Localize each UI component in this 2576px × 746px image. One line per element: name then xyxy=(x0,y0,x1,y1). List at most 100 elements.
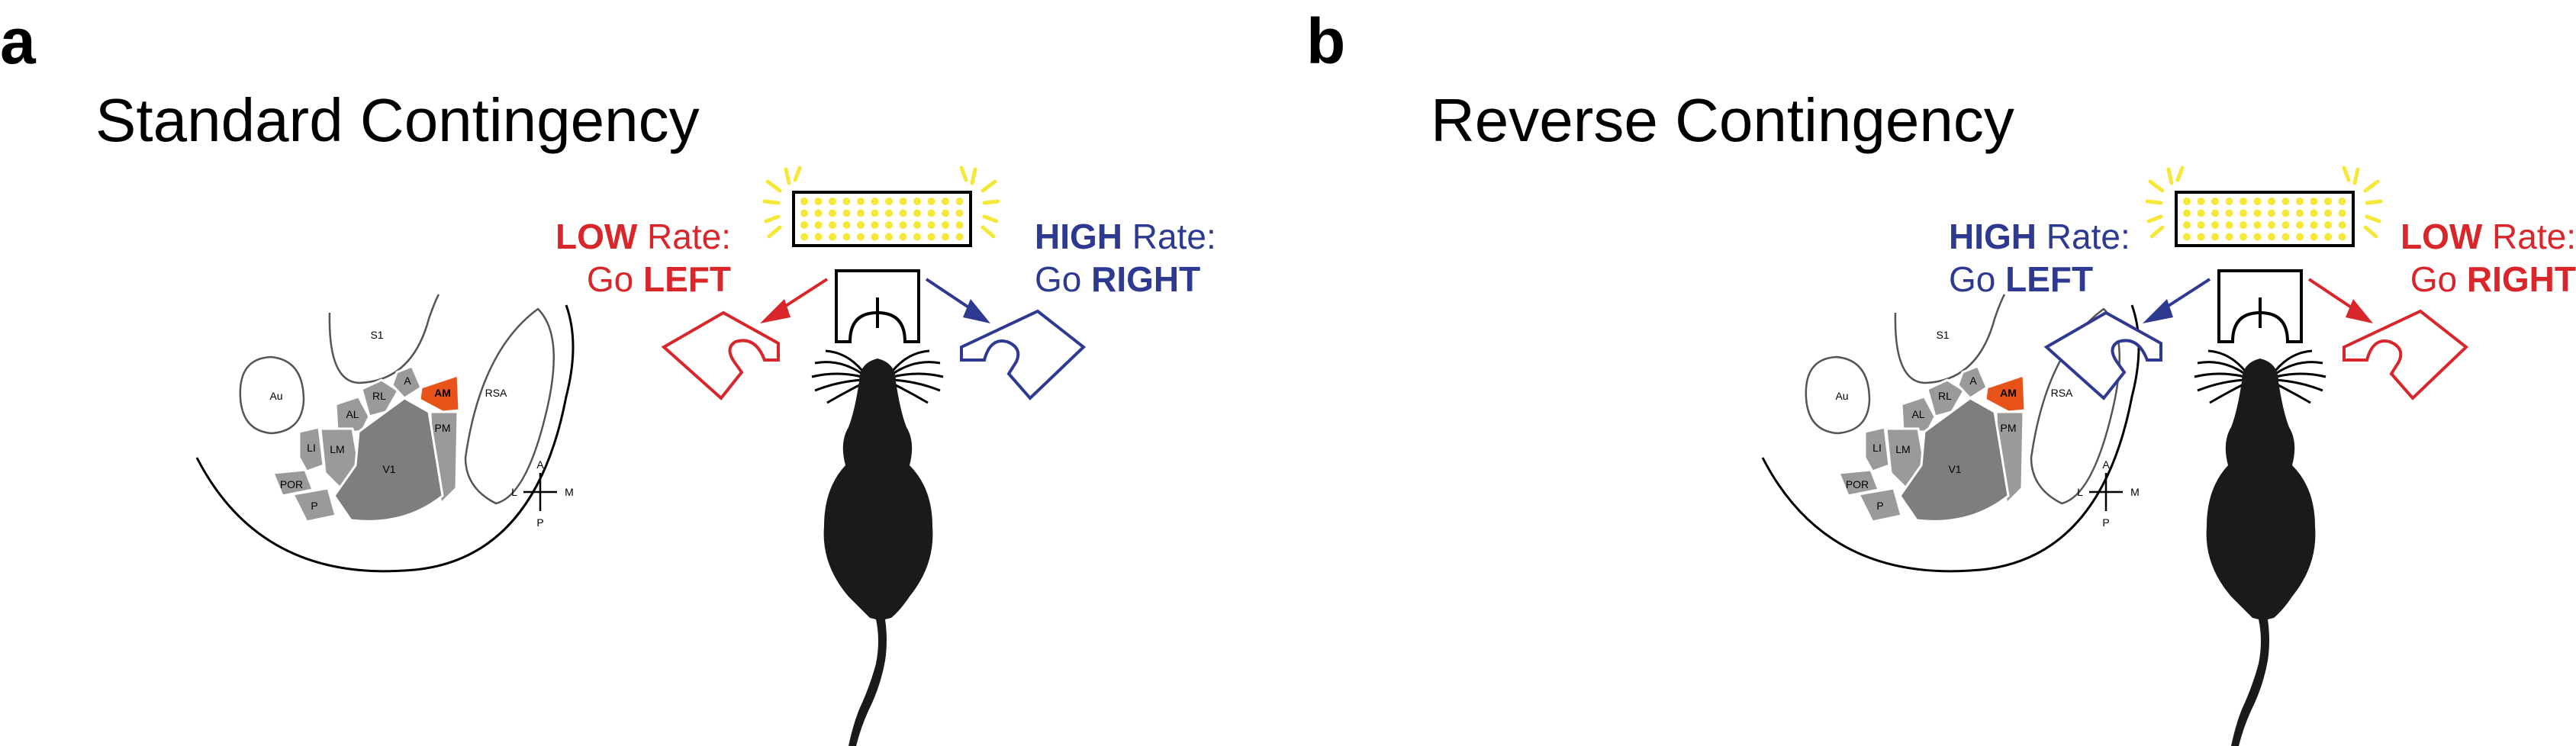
led-dot xyxy=(2324,233,2332,241)
led-dot xyxy=(2183,233,2191,241)
right-rate-text: Rate: xyxy=(1122,217,1216,256)
area-au xyxy=(1805,355,1871,435)
led-dot xyxy=(2183,198,2191,205)
left-arrow xyxy=(2161,278,2211,311)
right-port-label: HIGH Rate: Go RIGHT xyxy=(1035,215,1216,301)
left-port-label: LOW Rate: Go LEFT xyxy=(534,215,731,301)
led-dot xyxy=(814,209,823,217)
led-dot xyxy=(2225,221,2233,229)
led-dot xyxy=(829,198,836,205)
led-dot xyxy=(2253,198,2262,205)
led-dot xyxy=(2183,221,2191,229)
led-dots xyxy=(800,198,964,241)
compass-medial: M xyxy=(2130,486,2140,498)
mouse-silhouette xyxy=(2194,349,2326,746)
led-dot xyxy=(2296,221,2304,229)
label-au: Au xyxy=(1835,390,1848,402)
led-dot xyxy=(2310,221,2318,229)
left-arrow xyxy=(778,278,829,311)
led-dot xyxy=(857,233,865,241)
led-dot xyxy=(2281,209,2290,217)
led-dot xyxy=(2240,209,2247,217)
led-dot xyxy=(871,198,879,205)
led-dot xyxy=(885,209,893,217)
label-s1: S1 xyxy=(1936,329,1949,341)
label-am: AM xyxy=(2000,387,2017,399)
led-dot xyxy=(2324,209,2332,217)
area-li xyxy=(298,426,325,473)
led-dot xyxy=(2268,221,2275,229)
panel-standard: a Standard Contingency S1 Au AL RL A xyxy=(0,5,1216,746)
led-dot xyxy=(913,233,921,241)
panel-letter: a xyxy=(0,5,36,77)
led-dot xyxy=(2211,209,2219,217)
led-dot xyxy=(2240,221,2247,229)
led-dot xyxy=(2225,209,2233,217)
led-dot xyxy=(955,209,964,217)
right-port xyxy=(925,278,1087,400)
led-dot xyxy=(899,233,907,241)
left-rate-text: Rate: xyxy=(637,217,731,256)
led-dots xyxy=(2183,198,2346,241)
led-dot xyxy=(857,209,865,217)
led-dot xyxy=(885,233,893,241)
led-dot xyxy=(2338,209,2346,217)
led-dot xyxy=(2225,198,2233,205)
left-rate-text: Rate: xyxy=(2037,217,2130,256)
led-dot xyxy=(942,198,949,205)
label-rl: RL xyxy=(372,390,386,402)
led-dot xyxy=(955,198,964,205)
led-dot xyxy=(2338,233,2346,241)
led-dot xyxy=(2197,233,2205,241)
panel-reverse: b Reverse Contingency S1 Au xyxy=(1306,0,2576,746)
led-dot xyxy=(2197,209,2205,217)
compass: A P L M xyxy=(511,458,574,529)
area-a xyxy=(1956,365,1988,400)
led-dot xyxy=(927,233,935,241)
led-dot xyxy=(857,198,865,205)
led-dot xyxy=(871,233,879,241)
right-arrow xyxy=(2307,278,2356,311)
label-a: A xyxy=(404,375,411,387)
diagram-art: S1 Au AL RL A AM PM RSA LI LM V1 POR P A… xyxy=(195,166,1087,746)
led-dot xyxy=(842,209,851,217)
right-port-label: LOW Rate: Go RIGHT xyxy=(2382,215,2576,301)
left-rate-line: HIGH Rate: xyxy=(1949,217,2130,256)
label-por: POR xyxy=(280,478,303,490)
led-dot xyxy=(871,209,879,217)
area-a xyxy=(391,365,423,400)
led-dot xyxy=(829,221,836,229)
area-p xyxy=(291,487,337,523)
right-arrow xyxy=(925,278,974,311)
lick-spout xyxy=(835,269,920,343)
led-dot xyxy=(800,221,808,229)
led-panel xyxy=(762,166,1000,247)
area-p xyxy=(1857,487,1903,523)
led-glow-rays xyxy=(762,166,1000,239)
led-dot xyxy=(2338,198,2346,205)
led-dot xyxy=(2281,198,2290,205)
label-rsa: RSA xyxy=(2051,387,2073,399)
area-li xyxy=(1863,426,1891,473)
led-dot xyxy=(2281,221,2290,229)
led-dot xyxy=(2296,198,2304,205)
compass-posterior: P xyxy=(2102,516,2109,529)
area-s1-boundary xyxy=(328,294,440,384)
led-dot xyxy=(2296,233,2304,241)
label-rsa: RSA xyxy=(485,387,507,399)
left-go-text: Go xyxy=(1949,259,2006,299)
led-dot xyxy=(2324,198,2332,205)
left-rate-level: LOW xyxy=(555,217,638,256)
led-dot xyxy=(2310,198,2318,205)
label-li: LI xyxy=(307,442,316,454)
led-dot xyxy=(942,221,949,229)
label-p: P xyxy=(1876,500,1883,512)
right-direction: RIGHT xyxy=(1091,259,1201,299)
label-pm: PM xyxy=(435,422,451,434)
led-dot xyxy=(800,233,808,241)
left-go-text: Go xyxy=(586,259,644,299)
left-port-label: HIGH Rate: Go LEFT xyxy=(1949,215,2130,301)
led-dot xyxy=(913,209,921,217)
label-v1: V1 xyxy=(382,463,395,475)
panel-letter: b xyxy=(1306,5,1346,77)
